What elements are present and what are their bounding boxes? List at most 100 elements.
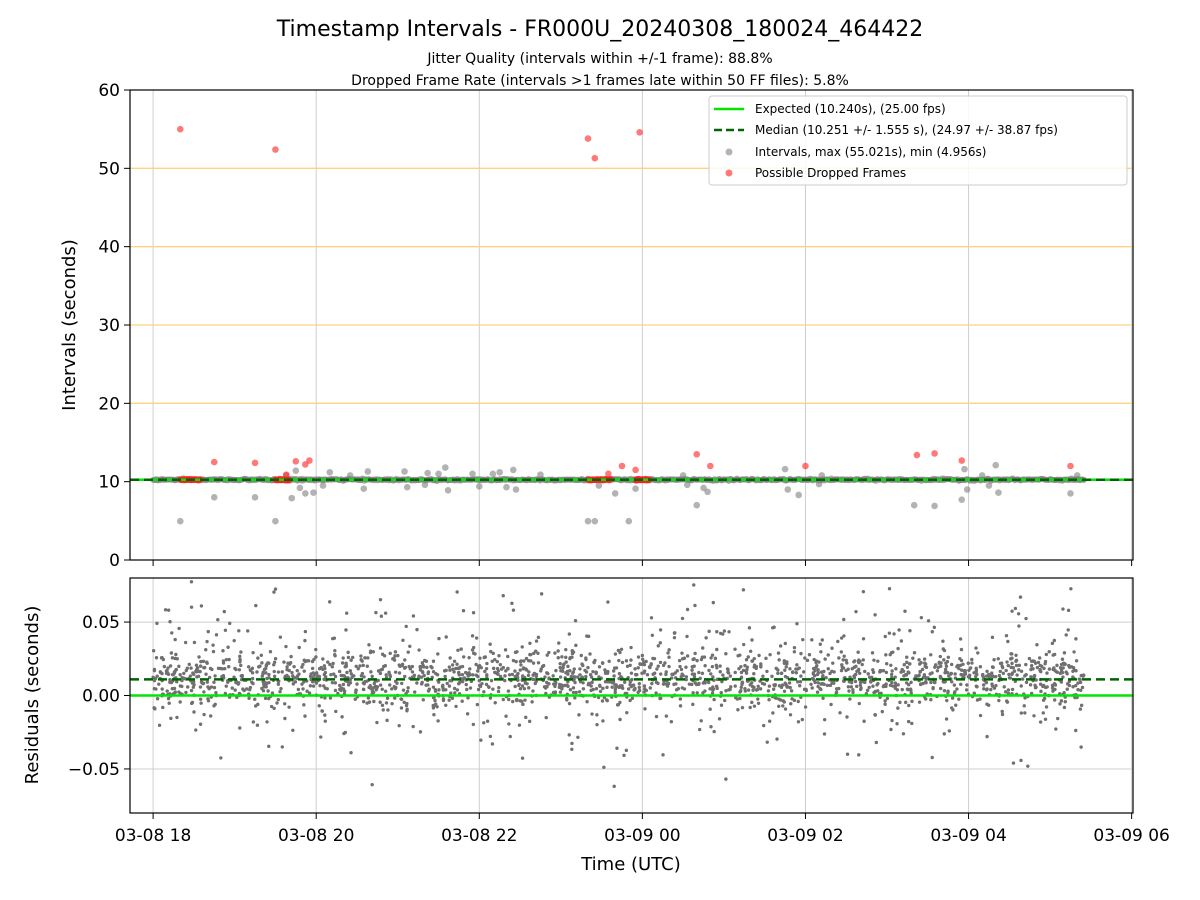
residual-point [353,697,357,701]
residual-point [595,713,599,717]
residual-point [848,675,852,679]
residual-point [511,608,516,612]
residual-point [929,697,933,702]
residual-point [493,657,497,662]
legend-median-label: Median (10.251 +/- 1.555 s), (24.97 +/- … [755,123,1058,137]
residual-point [965,683,969,687]
residual-point [341,656,345,660]
residual-point [323,719,327,723]
residual-point [572,667,576,671]
residual-point [499,667,504,671]
residual-point [871,668,875,672]
residual-point [359,654,363,658]
chart-subtitle-jitter: Jitter Quality (intervals within +/-1 fr… [426,51,772,67]
residual-point [765,669,769,674]
residual-point [1034,678,1038,682]
residual-point [851,688,855,692]
residual-point [540,664,545,669]
residual-point [856,650,860,654]
residual-point [1002,685,1006,689]
interval-point [272,517,279,525]
residual-point [1039,669,1043,674]
residual-point [189,666,193,670]
residual-point [348,669,353,673]
residual-point [524,715,528,720]
residual-point [323,713,327,717]
residual-point [664,672,668,677]
residual-point [387,670,391,675]
residual-point [931,686,935,691]
residual-point [744,658,749,662]
residual-point [165,671,170,675]
dropped-frame-point [591,154,599,162]
residual-point [910,699,914,704]
residual-point [810,686,814,690]
residual-point [367,700,372,704]
residual-point [491,687,495,691]
residual-point [186,685,190,689]
residual-point [198,697,203,701]
residual-point [296,687,301,692]
residual-point [672,631,677,635]
residual-point [378,671,383,676]
residual-point [493,701,497,705]
top-y-tick-label: 40 [98,238,120,258]
residual-point [431,659,436,663]
residual-point [221,659,226,663]
residual-point [198,685,203,689]
residual-point [677,658,682,663]
residual-point [1056,716,1060,721]
residual-point [205,639,209,644]
residual-point [1023,696,1027,700]
residual-point [803,656,807,660]
residual-point [374,610,378,615]
residual-point [151,649,156,653]
residual-point [435,705,439,709]
residual-point [184,690,188,695]
residual-point [1076,681,1080,685]
residual-point [1031,667,1035,671]
residual-point [432,713,436,717]
residual-point [939,661,943,665]
residual-point [1044,652,1049,657]
residual-point [370,782,374,787]
residual-point [909,680,913,685]
residual-point [272,706,276,711]
residual-point [680,616,685,621]
residual-point [361,663,365,668]
residual-point [334,709,338,714]
residual-point [260,686,264,691]
residual-point [595,722,599,727]
residual-point [880,709,884,714]
residual-point [989,674,993,679]
residual-point [238,654,242,659]
residual-point [476,687,481,692]
residual-point [511,658,516,663]
residual-point [777,658,781,662]
residual-point [567,632,572,636]
residual-point [853,659,857,663]
residual-point [488,696,493,700]
residual-point [990,682,994,686]
residual-point [358,664,362,668]
residual-point [1052,666,1056,670]
residual-point [741,588,746,592]
residual-point [638,662,642,666]
residual-point [1016,612,1021,616]
residual-point [177,690,181,694]
residual-point [403,658,407,662]
residual-point [167,701,171,705]
residual-point [857,701,862,706]
residual-point [725,667,730,671]
residual-point [456,666,460,671]
residual-point [283,674,287,679]
residual-point [288,661,293,665]
residual-point [522,659,526,663]
dropped-frame-point [210,458,218,466]
residual-point [197,655,201,659]
residual-point [667,655,671,659]
residual-point [767,719,772,723]
residual-point [410,664,415,669]
residual-point [497,654,501,658]
residual-point [155,697,160,701]
